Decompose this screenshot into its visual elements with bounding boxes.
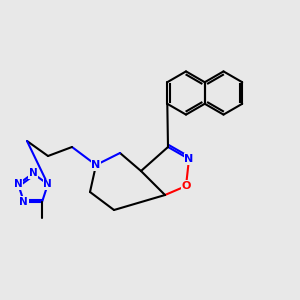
Text: N: N <box>20 196 28 207</box>
Text: N: N <box>184 154 194 164</box>
Text: N: N <box>14 179 22 189</box>
Text: N: N <box>44 179 52 189</box>
Text: O: O <box>181 181 191 191</box>
Text: N: N <box>28 168 38 178</box>
Text: N: N <box>92 160 100 170</box>
